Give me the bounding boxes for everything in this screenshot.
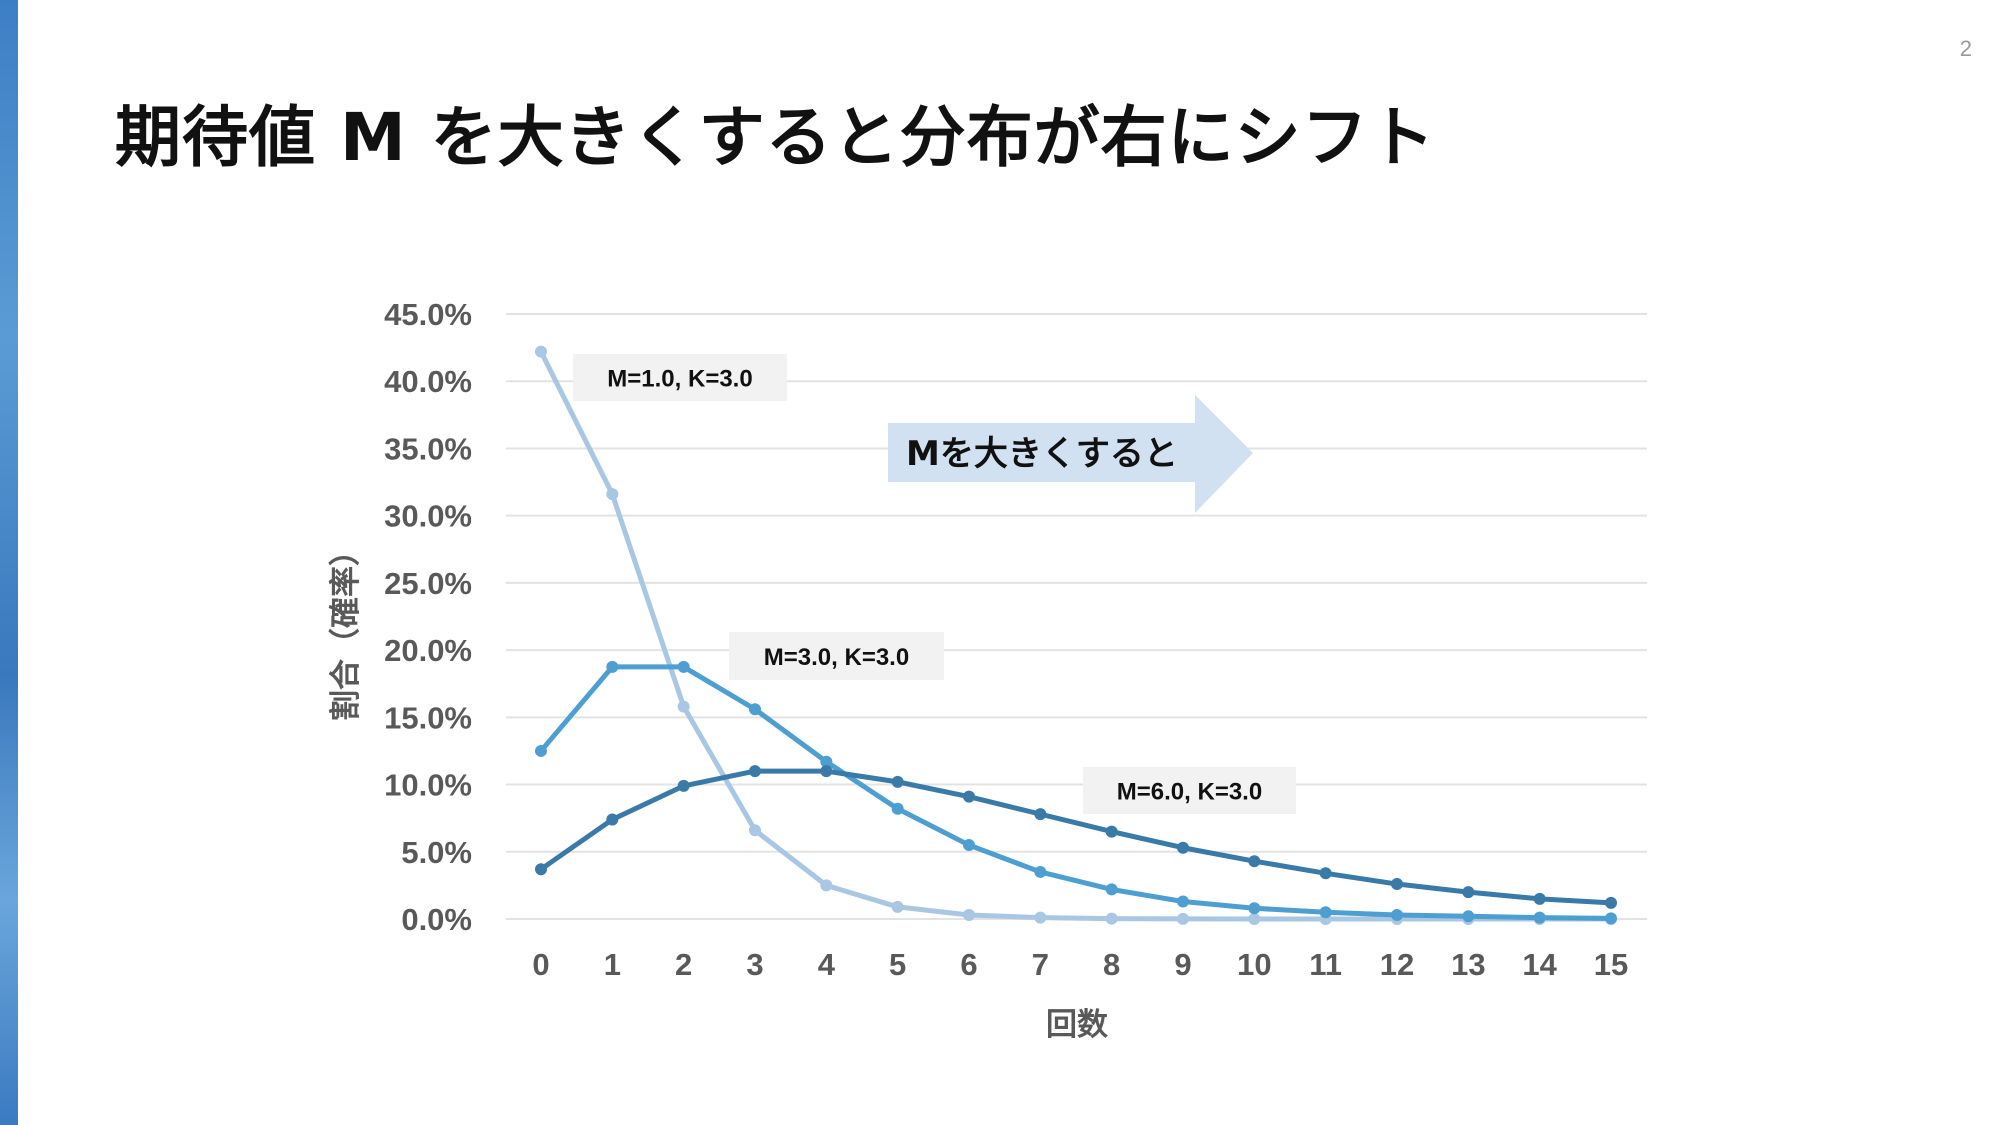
data-point	[1391, 908, 1403, 921]
x-tick-label: 1	[604, 947, 621, 982]
data-point	[963, 908, 975, 921]
data-point	[1533, 892, 1546, 905]
y-tick-label: 15.0%	[384, 700, 472, 735]
data-point	[1105, 883, 1118, 896]
data-point	[606, 813, 619, 826]
series-annotation-box	[729, 632, 944, 680]
series-line-3	[539, 768, 1612, 906]
data-point	[1105, 912, 1118, 925]
data-point	[1105, 825, 1118, 838]
x-tick-label: 13	[1451, 947, 1485, 982]
data-point	[891, 775, 904, 788]
data-point	[891, 802, 904, 815]
data-point	[1605, 896, 1617, 909]
data-point	[677, 660, 690, 673]
x-tick-label: 2	[675, 947, 692, 982]
data-point	[535, 863, 547, 876]
y-tick-label: 10.0%	[384, 768, 472, 803]
data-point	[677, 700, 690, 713]
direction-arrow: Mを大きくすると	[888, 395, 1253, 513]
data-point	[535, 345, 547, 358]
x-tick-label: 14	[1522, 947, 1557, 982]
series-annotation-box	[1083, 767, 1296, 814]
x-axis-label: 回数	[1046, 1007, 1108, 1042]
data-point	[677, 779, 690, 792]
data-point	[535, 744, 547, 757]
data-point	[1177, 895, 1189, 908]
data-point	[749, 765, 761, 778]
data-point	[749, 824, 761, 837]
x-tick-label: 9	[1174, 947, 1191, 982]
x-tick-label: 3	[746, 947, 763, 982]
y-tick-label: 35.0%	[384, 431, 472, 466]
y-tick-label: 25.0%	[384, 566, 472, 601]
y-tick-label: 40.0%	[384, 364, 472, 399]
data-point	[1391, 878, 1403, 891]
data-point	[1177, 841, 1189, 854]
data-point	[1248, 855, 1261, 868]
series-line-2	[539, 664, 1612, 921]
data-point	[1034, 911, 1047, 924]
x-tick-label: 4	[818, 947, 836, 982]
data-point	[1034, 808, 1047, 821]
series-annotation-label: M=1.0, K=3.0	[607, 366, 752, 393]
data-point	[1248, 913, 1261, 925]
data-point	[820, 879, 833, 892]
x-tick-label: 12	[1380, 947, 1414, 982]
data-point	[1462, 910, 1475, 923]
data-point	[1034, 865, 1047, 878]
x-tick-label: 8	[1103, 947, 1120, 982]
data-point	[1248, 902, 1261, 915]
x-tick-label: 10	[1237, 947, 1271, 982]
series-annotation-label: M=6.0, K=3.0	[1117, 779, 1262, 806]
y-tick-label: 30.0%	[384, 499, 472, 534]
data-point	[963, 839, 975, 852]
page-number: 2	[1959, 36, 1972, 61]
series-annotation-box	[573, 354, 787, 401]
x-tick-label: 6	[960, 947, 977, 982]
x-tick-label: 5	[889, 947, 906, 982]
data-point	[1319, 906, 1332, 919]
data-point	[1462, 886, 1475, 899]
data-point	[891, 900, 904, 913]
y-axis-label: 割合（確率）	[328, 535, 363, 721]
series-annotation-label: M=3.0, K=3.0	[764, 644, 909, 671]
slide-title: 期待値 M を大きくすると分布が右にシフト	[115, 99, 1436, 176]
x-tick-label: 7	[1032, 947, 1049, 982]
data-point	[1605, 912, 1617, 925]
data-point	[1533, 911, 1546, 924]
data-point	[749, 703, 761, 716]
series-line-1	[538, 350, 1611, 922]
y-tick-label: 0.0%	[401, 902, 472, 937]
x-tick-label: 0	[532, 947, 549, 982]
y-tick-label: 20.0%	[384, 633, 472, 668]
data-point	[606, 488, 619, 501]
data-point	[820, 765, 833, 778]
x-tick-label: 15	[1594, 947, 1628, 982]
data-point	[963, 790, 975, 803]
accent-bar	[0, 0, 18, 1125]
y-tick-label: 5.0%	[401, 835, 472, 870]
data-point	[1177, 912, 1189, 925]
arrow-label: Mを大きくすると	[906, 434, 1178, 474]
data-point	[1319, 867, 1332, 880]
data-point	[820, 755, 833, 768]
data-point	[606, 660, 619, 673]
y-tick-label: 45.0%	[384, 297, 472, 332]
x-tick-label: 11	[1309, 947, 1342, 982]
